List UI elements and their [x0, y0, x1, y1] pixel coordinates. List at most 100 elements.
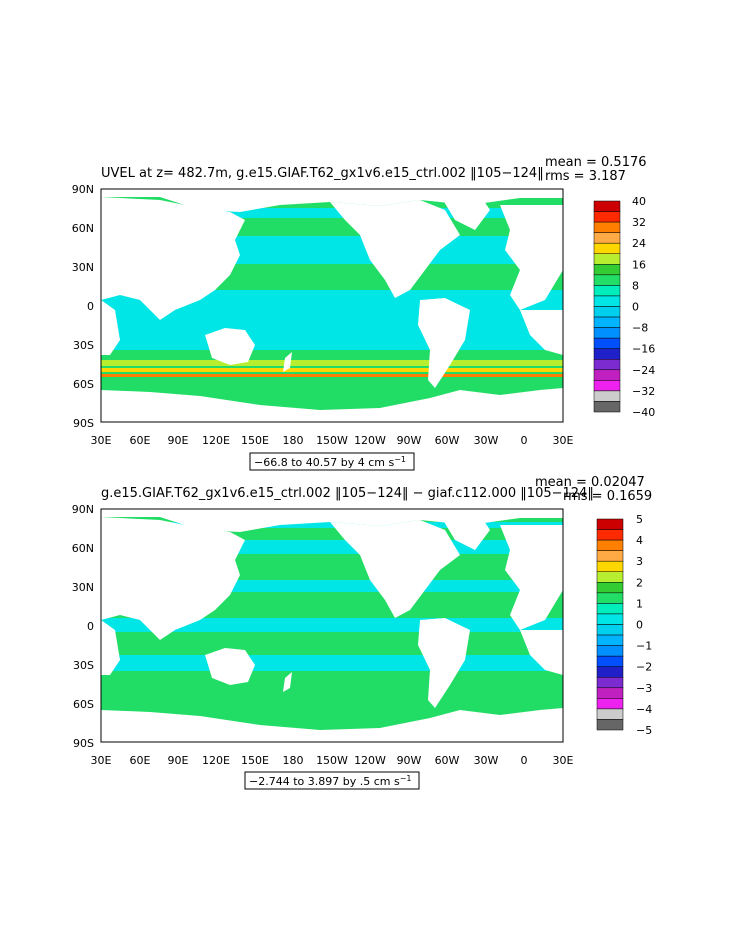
colorbar-label: 3	[636, 555, 643, 568]
lon-tick-label: 120E	[202, 754, 230, 767]
colorbar-swatch	[596, 645, 624, 657]
colorbar-label: −2	[636, 661, 652, 674]
colorbar-label: 32	[632, 216, 646, 229]
colorbar-swatch	[593, 348, 621, 360]
map-plot-area	[100, 188, 564, 423]
lat-tick-label: 90N	[72, 183, 94, 196]
ocean-cyan-band	[101, 655, 563, 671]
colorbar-label: 8	[632, 279, 639, 292]
colorbar-label: 24	[632, 237, 646, 250]
lon-axis: 30E 60E 90E 120E 150E 180 150W 120W 90W …	[91, 434, 574, 447]
lon-tick-label: 120W	[354, 754, 386, 767]
lon-axis: 30E 60E 90E 120E 150E 180 150W 120W 90W …	[91, 754, 574, 767]
acc-band	[101, 374, 563, 377]
lat-tick-label: 60N	[72, 542, 94, 555]
colorbar-label: 2	[636, 576, 643, 589]
lon-tick-label: 60W	[435, 754, 460, 767]
land-mask	[101, 509, 563, 742]
ocean-cyan-band	[101, 522, 563, 528]
lon-tick-label: 90W	[397, 754, 422, 767]
lat-axis: 90N 60N 30N 0 30S 60S 90S	[72, 183, 94, 430]
colorbar-swatch	[596, 613, 624, 625]
contour-range-box: −66.8 to 40.57 by 4 cm s−1	[249, 452, 415, 471]
map-title: UVEL at z= 482.7m, g.e15.GIAF.T62_gx1v6.…	[101, 166, 544, 181]
lon-tick-label: 60W	[435, 434, 460, 447]
lat-tick-label: 30N	[72, 581, 94, 594]
lon-tick-label: 30E	[553, 434, 574, 447]
colorbar-swatch	[593, 369, 621, 381]
acc-band	[101, 360, 563, 366]
mean-label: mean = 0.02047	[535, 475, 645, 490]
acc-band	[101, 368, 563, 372]
lon-tick-label: 180	[283, 434, 304, 447]
colorbar-swatch	[593, 359, 621, 371]
colorbar-label: −16	[632, 343, 655, 356]
colorbar-swatch	[596, 529, 624, 541]
lon-tick-label: 0	[521, 754, 528, 767]
lon-tick-label: 30W	[474, 434, 499, 447]
lon-tick-label: 30E	[91, 754, 112, 767]
colorbar-label: −4	[636, 703, 652, 716]
colorbar-swatch	[596, 518, 624, 530]
colorbar-swatch	[593, 232, 621, 244]
colorbar-swatch	[596, 539, 624, 551]
lon-tick-label: 30W	[474, 754, 499, 767]
colorbar-label: −8	[632, 322, 648, 335]
colorbar-label: 0	[636, 619, 643, 632]
lon-tick-label: 0	[521, 434, 528, 447]
colorbar-swatch	[593, 285, 621, 297]
lon-tick-label: 150E	[241, 434, 269, 447]
lon-tick-label: 30E	[553, 754, 574, 767]
colorbar-swatch	[596, 634, 624, 646]
colorbar-swatch	[593, 221, 621, 233]
colorbar-swatch	[596, 550, 624, 562]
land-mask	[101, 189, 563, 422]
colorbar-swatch	[593, 200, 621, 212]
range-label: −2.744 to 3.897 by .5 cm s−1	[249, 774, 412, 788]
colorbar-label: −3	[636, 682, 652, 695]
colorbar: 40 32 24 16 8 0 −8 −16 −24 −32 −40	[593, 195, 655, 419]
colorbar-swatch	[596, 603, 624, 615]
colorbar-swatch	[593, 390, 621, 402]
lon-tick-label: 60E	[130, 754, 151, 767]
colorbar-swatch	[593, 253, 621, 265]
colorbar-swatch	[596, 655, 624, 667]
lat-axis: 90N 60N 30N 0 30S 60S 90S	[72, 503, 94, 750]
lat-tick-label: 60S	[73, 378, 94, 391]
map-frame	[100, 508, 564, 743]
colorbar-swatch	[593, 327, 621, 339]
lat-tick-label: 90N	[72, 503, 94, 516]
colorbar-swatch	[593, 264, 621, 276]
colorbar-swatch	[596, 719, 624, 731]
colorbar-swatch	[596, 687, 624, 699]
map-title: g.e15.GIAF.T62_gx1v6.e15_ctrl.002 ‖105−1…	[101, 486, 594, 501]
colorbar-swatch	[596, 708, 624, 720]
lat-tick-label: 60S	[73, 698, 94, 711]
lon-tick-label: 150W	[316, 754, 348, 767]
lon-tick-label: 120E	[202, 434, 230, 447]
colorbar-label: −24	[632, 364, 655, 377]
colorbar-label: 5	[636, 513, 643, 526]
rms-label: rms = 0.1659	[563, 489, 652, 504]
colorbar-swatch	[596, 582, 624, 594]
map-frame	[100, 188, 564, 423]
colorbar-swatch	[596, 571, 624, 583]
colorbar-label: 40	[632, 195, 646, 208]
colorbar-label: 4	[636, 534, 643, 547]
colorbar-label: −40	[632, 406, 655, 419]
range-label: −66.8 to 40.57 by 4 cm s−1	[254, 455, 406, 469]
lon-tick-label: 30E	[91, 434, 112, 447]
lon-tick-label: 120W	[354, 434, 386, 447]
lon-tick-label: 90E	[168, 754, 189, 767]
colorbar-swatch	[593, 211, 621, 223]
colorbar-swatch	[593, 401, 621, 413]
colorbar-swatch	[593, 242, 621, 254]
colorbar-label: −5	[636, 724, 652, 737]
map-plot-area	[100, 508, 564, 743]
upper-map-panel: UVEL at z= 482.7m, g.e15.GIAF.T62_gx1v6.…	[0, 150, 733, 480]
lat-tick-label: 60N	[72, 222, 94, 235]
lat-tick-label: 90S	[73, 737, 94, 750]
colorbar-swatch	[593, 274, 621, 286]
lower-map-panel: g.e15.GIAF.T62_gx1v6.e15_ctrl.002 ‖105−1…	[0, 470, 733, 800]
lat-tick-label: 30S	[73, 659, 94, 672]
